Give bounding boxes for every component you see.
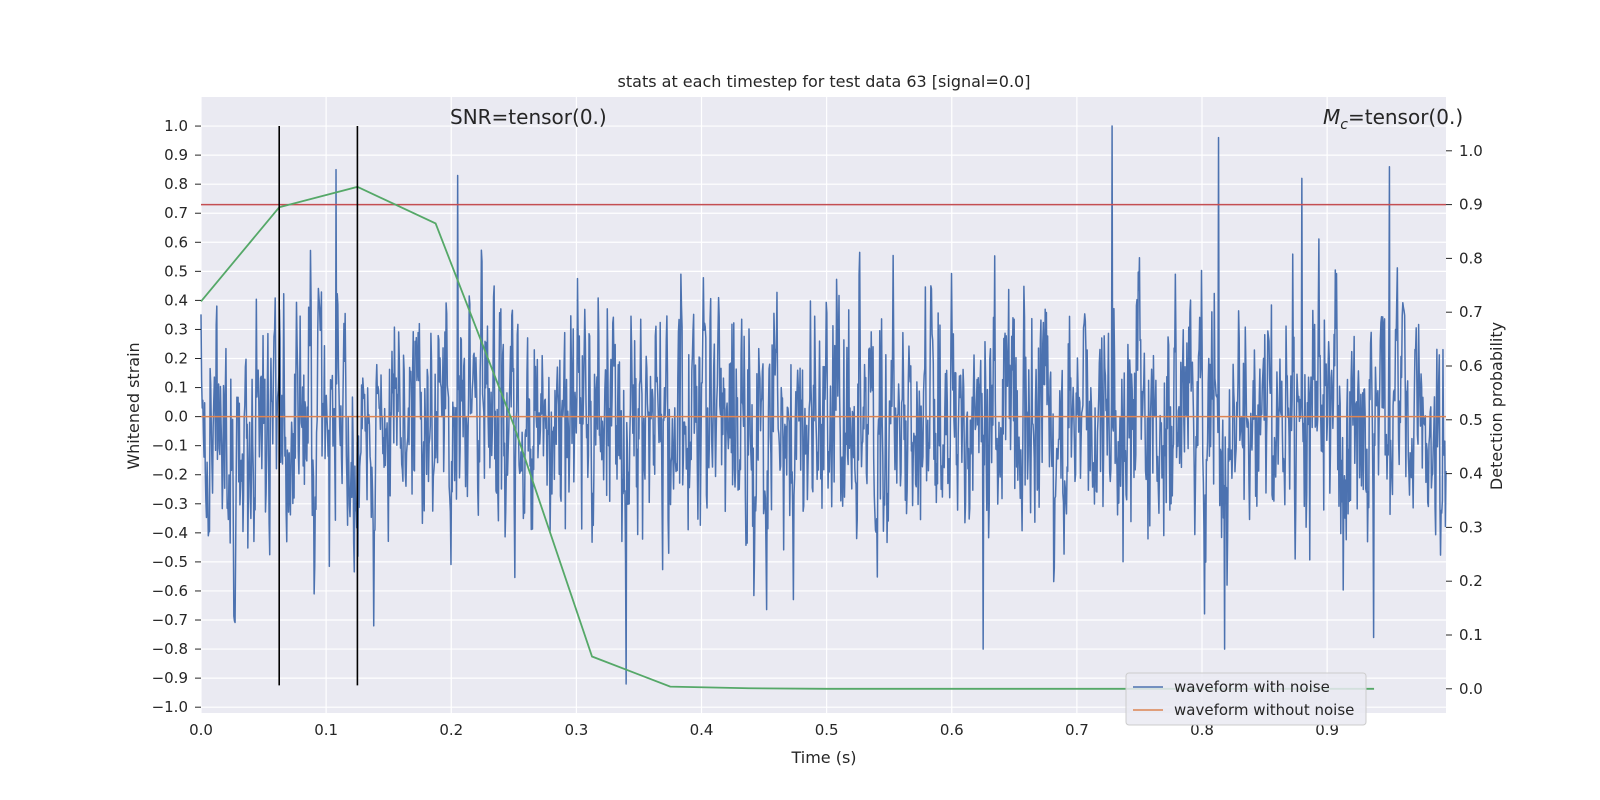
x-tick-label: 0.5 — [815, 721, 839, 739]
legend-label-clean: waveform without noise — [1174, 701, 1354, 719]
x-tick-label: 0.4 — [690, 721, 714, 739]
y-tick-label: 0.3 — [164, 320, 188, 338]
snr-annotation: SNR=tensor(0.) — [450, 105, 607, 129]
y-tick-label: −0.8 — [152, 640, 188, 658]
y2-tick-label: 0.2 — [1459, 572, 1483, 590]
y2-tick-label: 0.8 — [1459, 249, 1483, 267]
y-tick-label: −0.7 — [152, 611, 188, 629]
y-tick-label: 0.2 — [164, 350, 188, 368]
tick-labels: 0.0 0.1 0.2 0.3 0.4 0.5 0.6 0.7 0.8 0.9 1.0 0.9 0.8 0… — [152, 117, 1483, 739]
y-tick-label: 0.9 — [164, 146, 188, 164]
x-axis-label: Time (s) — [790, 748, 856, 767]
y2-tick-label: 0.1 — [1459, 626, 1483, 644]
x-tick-label: 0.0 — [189, 721, 213, 739]
x-tick-label: 0.6 — [940, 721, 964, 739]
y-tick-label: −0.3 — [152, 495, 188, 513]
y2-tick-label: 0.7 — [1459, 303, 1483, 321]
x-tick-label: 0.2 — [439, 721, 463, 739]
legend: waveform with noise waveform without noi… — [1125, 672, 1367, 726]
y2-tick-label: 0.6 — [1459, 357, 1483, 375]
y-tick-label: −0.5 — [152, 553, 188, 571]
mc-subscript: c — [1340, 117, 1348, 133]
mc-value: =tensor(0.) — [1348, 105, 1463, 129]
series-waveform-with-noise — [200, 125, 1447, 685]
y2-tick-label: 0.0 — [1459, 680, 1483, 698]
y2-tick-label: 0.4 — [1459, 465, 1483, 483]
y-tick-label: 1.0 — [164, 117, 188, 135]
mc-annotation: Mc=tensor(0.) — [1323, 105, 1463, 133]
y-tick-label: −0.2 — [152, 466, 188, 484]
y-tick-label: 0.7 — [164, 204, 188, 222]
x-tick-label: 0.3 — [564, 721, 588, 739]
y-tick-label: −0.1 — [152, 437, 188, 455]
y2-axis-label: Detection probability — [1487, 322, 1506, 490]
y-tick-label: 0.0 — [164, 408, 188, 426]
y2-tick-label: 1.0 — [1459, 142, 1483, 160]
y2-tick-label: 0.5 — [1459, 411, 1483, 429]
y-tick-label: 0.5 — [164, 262, 188, 280]
mc-symbol: M — [1323, 105, 1340, 129]
x-tick-label: 0.7 — [1065, 721, 1089, 739]
y-tick-label: 0.8 — [164, 175, 188, 193]
chart-title: stats at each timestep for test data 63 … — [618, 72, 1031, 91]
y2-tick-label: 0.3 — [1459, 518, 1483, 536]
y-tick-label: −0.4 — [152, 524, 188, 542]
y-tick-label: 0.6 — [164, 233, 188, 251]
x-tick-label: 0.1 — [314, 721, 338, 739]
legend-label-noisy: waveform with noise — [1174, 678, 1330, 696]
y-tick-label: −0.6 — [152, 582, 188, 600]
y-tick-label: −0.9 — [152, 669, 188, 687]
y2-tick-label: 0.9 — [1459, 196, 1483, 214]
legend-box — [1125, 672, 1367, 726]
y-tick-label: −1.0 — [152, 698, 188, 716]
y-tick-label: 0.4 — [164, 291, 188, 309]
y-tick-label: 0.1 — [164, 379, 188, 397]
y-axis-label: Whitened strain — [124, 342, 143, 469]
